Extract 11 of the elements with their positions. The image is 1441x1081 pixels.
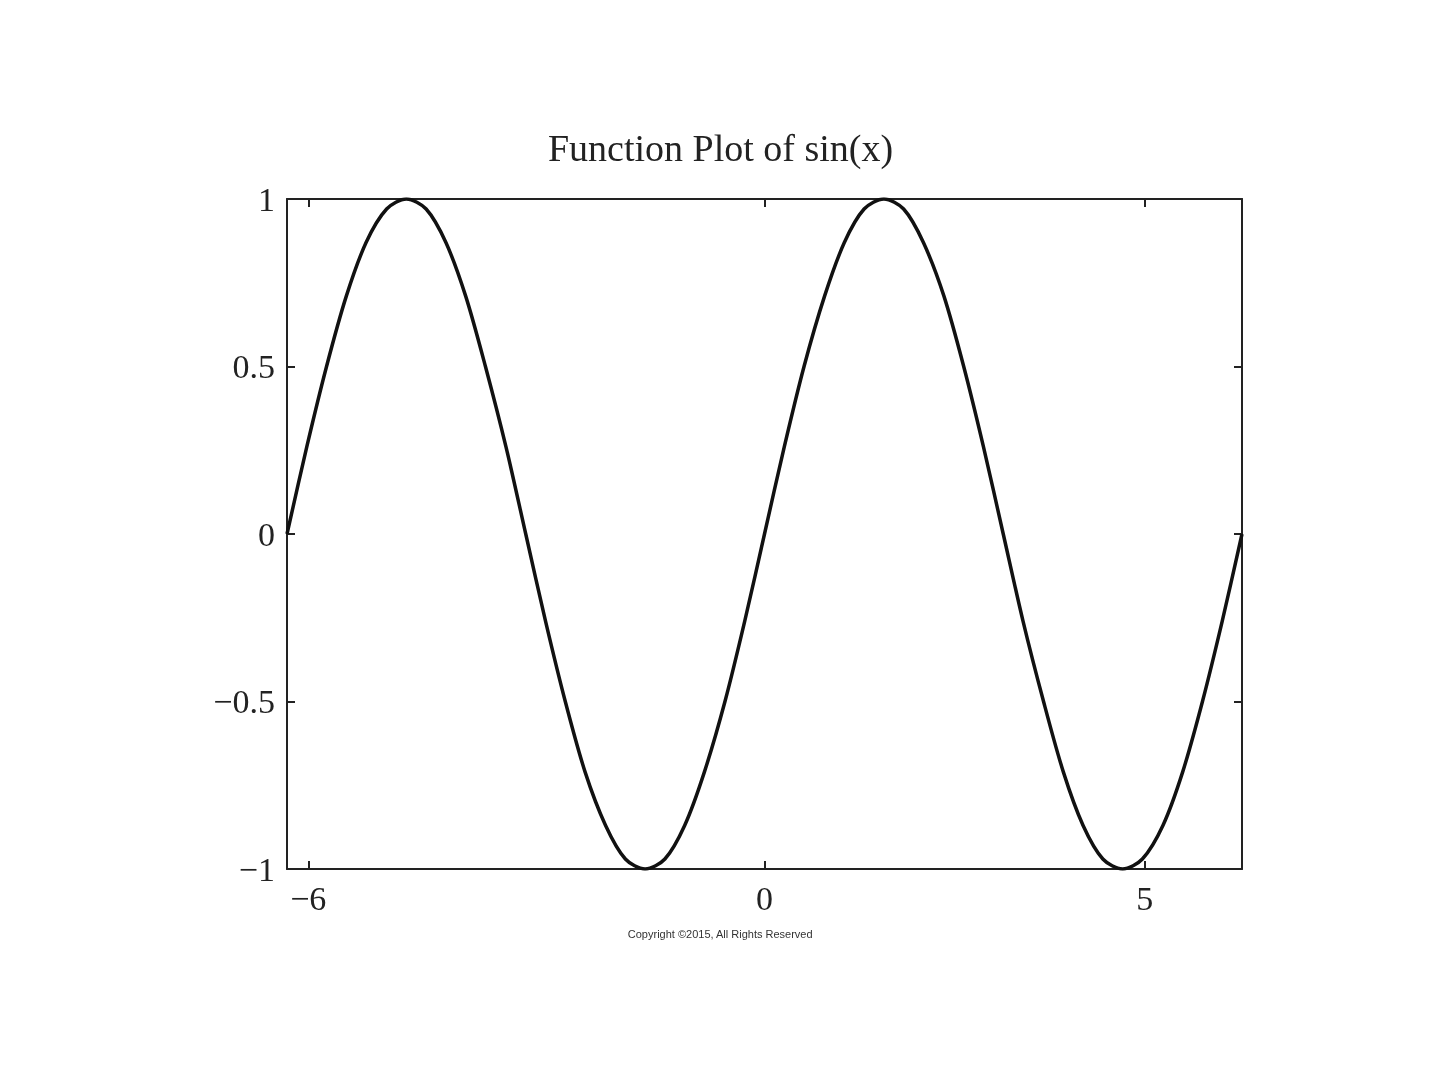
- line-series: [285, 197, 1244, 871]
- x-tick-label: 0: [756, 879, 773, 917]
- chart-title: Function Plot of sin(x): [547, 127, 894, 170]
- y-tick-label: −1: [238, 850, 275, 888]
- x-tick-label: −6: [290, 879, 327, 917]
- y-tick-label: 0: [258, 515, 275, 553]
- x-tick-label: 5: [1136, 879, 1154, 917]
- text: Copyright ©2015, All Rights Reserved: [627, 927, 813, 940]
- y-tick-label: 0.5: [232, 348, 275, 385]
- y-tick-label: 1: [258, 180, 275, 218]
- y-tick-label: −0.5: [213, 683, 275, 720]
